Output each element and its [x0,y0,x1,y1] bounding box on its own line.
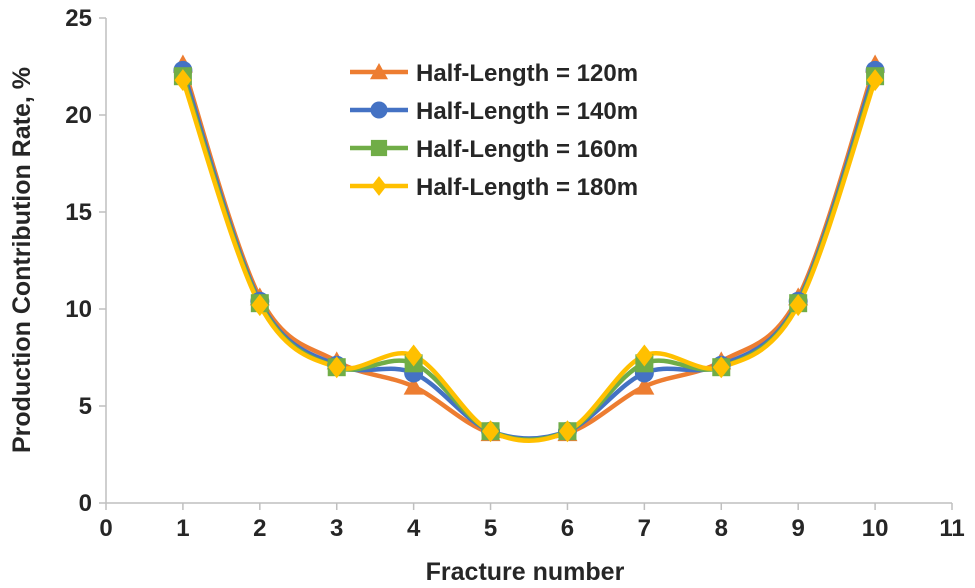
x-tick-label: 8 [715,515,728,542]
y-tick-label: 25 [65,5,92,32]
data-point-diamond [482,420,500,443]
legend-marker-triangle [370,63,388,80]
x-tick-label: 1 [176,515,189,542]
series-markers [172,54,886,443]
series-line-2 [180,69,878,441]
x-tick-label: 11 [939,515,964,542]
legend-label: Half-Length = 120m [416,60,638,87]
y-axis-ticks: 0 5 10 15 20 25 [65,5,106,517]
y-tick-label: 5 [79,393,92,420]
legend-label: Half-Length = 180m [416,174,638,201]
legend-label: Half-Length = 160m [416,136,638,163]
data-point-diamond [635,344,653,367]
x-tick-label: 9 [792,515,805,542]
data-point-diamond [328,356,346,379]
x-tick-label: 5 [484,515,497,542]
y-axis-label: Production Contribution Rate, % [8,67,36,453]
data-point-diamond [866,69,884,92]
x-tick-label: 6 [561,515,574,542]
legend-label: Half-Length = 140m [416,98,638,125]
legend-marker-circle [370,101,388,119]
y-tick-label: 20 [65,102,92,129]
y-tick-label: 10 [65,296,92,323]
data-point-diamond [251,294,269,317]
legend: Half-Length = 120m Half-Length = 140m Half… [350,60,638,201]
series-line-4 [180,79,878,443]
x-tick-label: 0 [99,515,112,542]
x-tick-label: 4 [407,515,421,542]
data-point-diamond [789,294,807,317]
x-tick-label: 3 [330,515,343,542]
series-line-3 [180,75,878,442]
x-tick-label: 7 [638,515,651,542]
x-axis-ticks: 0 1 2 3 4 5 6 7 8 9 10 11 [99,503,965,542]
x-tick-label: 2 [253,515,266,542]
data-point-diamond [712,356,730,379]
data-point-triangle [634,376,655,395]
x-tick-label: 10 [862,515,889,542]
x-axis-label: Fracture number [426,558,625,586]
y-tick-label: 0 [79,490,92,517]
data-point-triangle [403,376,424,395]
legend-marker-square [370,139,388,157]
data-point-diamond [405,344,423,367]
legend-marker-diamond [371,176,387,196]
data-point-diamond [174,69,192,92]
data-point-diamond [558,420,576,443]
y-tick-label: 15 [65,199,92,226]
